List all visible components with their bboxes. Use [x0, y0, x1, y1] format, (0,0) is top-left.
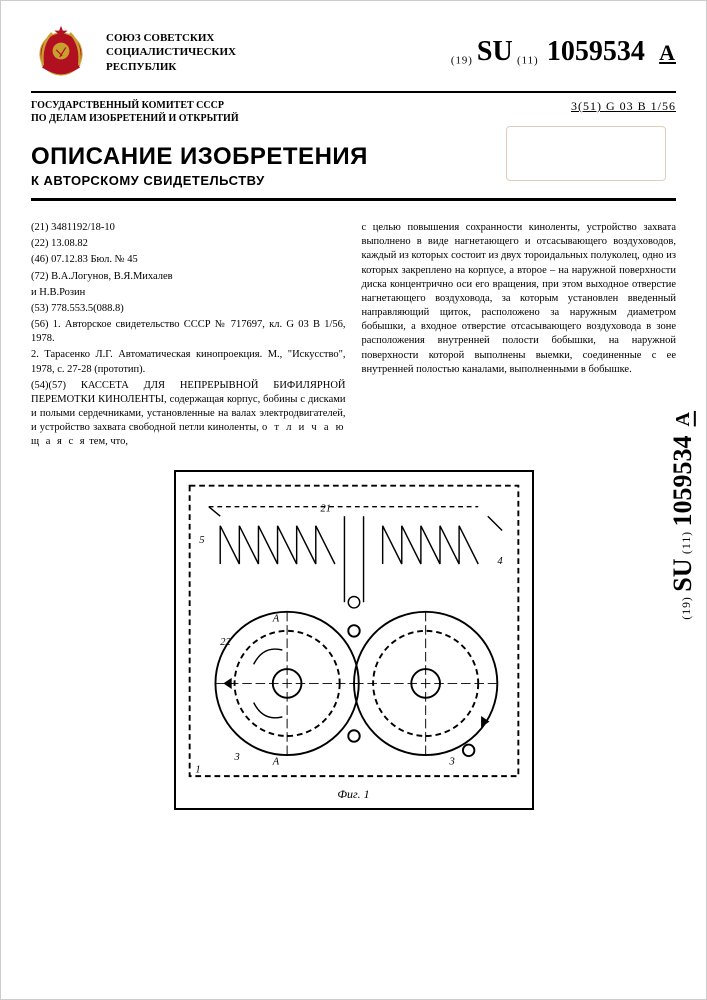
side-mid: (11): [680, 531, 693, 554]
fig-label-21: 21: [320, 503, 331, 514]
field-53: (53) 778.553.5(088.8): [31, 302, 346, 316]
ipc-code: 3(51) G 03 B 1/56: [571, 99, 676, 114]
fig-label-4: 4: [497, 556, 503, 567]
committee-line: ПО ДЕЛАМ ИЗОБРЕТЕНИЙ И ОТКРЫТИЙ: [31, 112, 239, 125]
rule: [31, 91, 676, 93]
fig-label-1: 1: [195, 764, 200, 775]
rule-thick: [31, 198, 676, 201]
side-suffix: A: [672, 411, 694, 426]
abstract-left: (54)(57) КАССЕТА ДЛЯ НЕПРЕРЫВНОЙ БИФИЛЯР…: [31, 379, 346, 450]
union-line: РЕСПУБЛИК: [106, 60, 436, 74]
field-21: (21) 3481192/18-10: [31, 221, 346, 235]
pub-suffix: A: [659, 40, 676, 65]
figure-caption: Фиг. 1: [182, 787, 526, 802]
pub-prefix: (19): [451, 55, 473, 67]
header-row: СОЮЗ СОВЕТСКИХ СОЦИАЛИСТИЧЕСКИХ РЕСПУБЛИ…: [31, 21, 676, 81]
field-22: (22) 13.08.82: [31, 237, 346, 251]
field-46: (46) 07.12.83 Бюл. № 45: [31, 253, 346, 267]
union-text: СОЮЗ СОВЕТСКИХ СОЦИАЛИСТИЧЕСКИХ РЕСПУБЛИ…: [106, 21, 436, 74]
registration-stamp: [506, 126, 666, 181]
side-su: SU: [668, 558, 697, 591]
figure-1: 5 21 4 22 A A 3 3 1 Фиг. 1: [174, 470, 534, 811]
committee-line: ГОСУДАРСТВЕННЫЙ КОМИТЕТ СССР: [31, 99, 239, 112]
field-72b: и Н.В.Розин: [31, 286, 346, 300]
body-columns: (21) 3481192/18-10 (22) 13.08.82 (46) 07…: [31, 221, 676, 452]
field-56-2: 2. Тарасенко Л.Г. Автоматическая кинопро…: [31, 348, 346, 376]
fig-label-A2: A: [271, 756, 279, 767]
abstract-right: с целью повышения сохранности киноленты,…: [362, 221, 677, 377]
fig-label-3r: 3: [448, 756, 454, 767]
fig-label-A1: A: [271, 613, 279, 624]
committee-row: ГОСУДАРСТВЕННЫЙ КОМИТЕТ СССР ПО ДЕЛАМ ИЗ…: [31, 99, 676, 125]
side-prefix: (19): [680, 596, 693, 619]
field-72: (72) В.А.Логунов, В.Я.Михалев: [31, 270, 346, 284]
committee: ГОСУДАРСТВЕННЫЙ КОМИТЕТ СССР ПО ДЕЛАМ ИЗ…: [31, 99, 239, 125]
pub-num: 1059534: [547, 36, 645, 67]
ussr-emblem-icon: [31, 21, 91, 81]
publication-number: (19) SU (11) 1059534 A: [451, 21, 676, 68]
page: СОЮЗ СОВЕТСКИХ СОЦИАЛИСТИЧЕСКИХ РЕСПУБЛИ…: [0, 0, 707, 1000]
union-line: СОЦИАЛИСТИЧЕСКИХ: [106, 45, 436, 59]
pub-su: SU: [477, 36, 513, 67]
field-56-1: (56) 1. Авторское свидетельство СССР № 7…: [31, 318, 346, 346]
pub-mid: (11): [517, 55, 539, 67]
figure-svg: 5 21 4 22 A A 3 3 1: [182, 478, 526, 784]
fig-label-5: 5: [199, 535, 204, 546]
side-num: 1059534: [668, 435, 697, 526]
left-column: (21) 3481192/18-10 (22) 13.08.82 (46) 07…: [31, 221, 346, 452]
abstract-c: тем, что,: [87, 436, 128, 447]
side-publication-number: (19) SU (11) 1059534 A: [668, 411, 698, 620]
right-column: с целью повышения сохранности киноленты,…: [362, 221, 677, 452]
fig-label-22: 22: [220, 637, 231, 648]
union-line: СОЮЗ СОВЕТСКИХ: [106, 31, 436, 45]
fig-label-3l: 3: [233, 751, 239, 762]
